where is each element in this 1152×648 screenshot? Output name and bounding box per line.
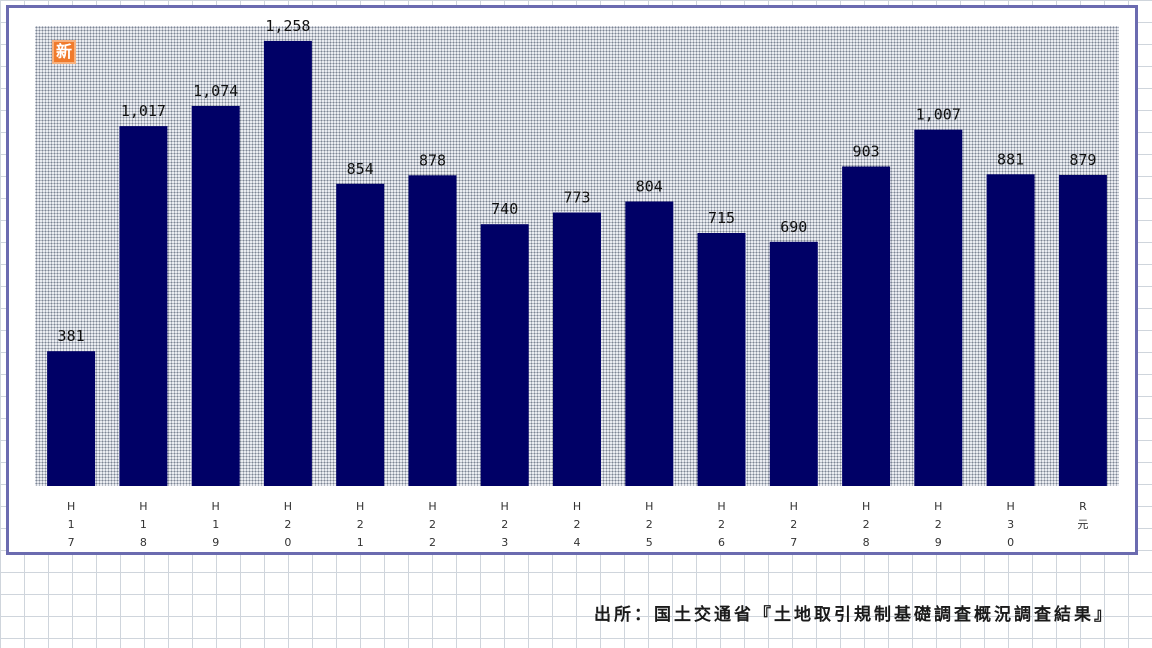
x-tick-label: 2	[574, 518, 581, 531]
x-tick-label: 5	[646, 536, 653, 549]
x-tick-label: H	[67, 500, 75, 513]
x-tick-label: 7	[68, 536, 75, 549]
bar-value-label: 1,007	[916, 106, 961, 124]
bar-value-label: 690	[780, 218, 807, 236]
bar	[191, 106, 240, 486]
x-tick-label: H	[790, 500, 798, 513]
x-tick-label: H	[573, 500, 581, 513]
x-tick-label: 2	[429, 536, 436, 549]
bar-value-label: 773	[563, 189, 590, 207]
bar	[47, 351, 96, 486]
x-tick-label: 6	[718, 536, 725, 549]
x-tick-label: 1	[140, 518, 147, 531]
bar-value-label: 854	[347, 160, 374, 178]
bar	[480, 224, 529, 486]
bar	[697, 233, 746, 486]
bar	[553, 212, 601, 486]
bar	[408, 175, 457, 487]
bar-value-label: 879	[1069, 151, 1096, 169]
x-tick-label: 7	[790, 536, 797, 549]
x-tick-label: H	[139, 500, 147, 513]
bar-value-label: 381	[58, 327, 85, 345]
new-badge: 新	[52, 40, 76, 64]
bar-value-label: 740	[491, 200, 518, 218]
bar-value-label: 1,074	[193, 82, 238, 100]
chart-frame: 新 381 1,017 1,074 1,258 854 878 740 773 804 715 69…	[6, 5, 1138, 555]
x-tick-label: H	[717, 500, 725, 513]
x-tick-label: 2	[935, 518, 942, 531]
x-tick-labels-group: H 1 7 H 1 8 H 1 9 H 2 0 H 2 1 H 2 2 H 2 3 H 2 4 H 2 5 H 2 6 H 2 7 H 2 8 H 2 9 H…	[67, 500, 1088, 549]
x-tick-label: 1	[357, 536, 364, 549]
x-tick-label: H	[356, 500, 364, 513]
x-tick-label: 3	[1007, 518, 1014, 531]
x-tick-label: R	[1079, 500, 1087, 513]
bar-value-label: 1,258	[265, 17, 310, 35]
x-tick-label: 2	[501, 518, 508, 531]
bar	[769, 241, 818, 486]
bar	[625, 201, 674, 486]
x-tick-label: H	[428, 500, 436, 513]
x-tick-label: 2	[284, 518, 291, 531]
x-tick-label: 2	[718, 518, 725, 531]
bar-value-label: 1,017	[121, 102, 166, 120]
bar	[336, 183, 385, 487]
x-tick-label: 元	[1077, 518, 1088, 531]
x-tick-label: H	[645, 500, 653, 513]
bar-value-label: 881	[997, 150, 1024, 168]
x-tick-label: 0	[284, 536, 291, 549]
bar	[263, 40, 312, 487]
bar	[914, 129, 963, 486]
x-tick-label: 1	[212, 518, 219, 531]
x-tick-label: 4	[574, 536, 581, 549]
x-tick-label: H	[934, 500, 942, 513]
bar-value-label: 804	[636, 178, 663, 196]
x-tick-label: 3	[501, 536, 508, 549]
value-labels-group: 381 1,017 1,074 1,258 854 878 740 773 804 715 690 9…	[58, 17, 1097, 345]
x-tick-label: 2	[429, 518, 436, 531]
x-tick-label: 2	[863, 518, 870, 531]
x-tick-label: 2	[357, 518, 364, 531]
bar	[119, 126, 168, 486]
x-tick-label: 0	[1007, 536, 1014, 549]
source-caption: 出所：国土交通省『土地取引規制基礎調査概況調査結果』	[594, 605, 1114, 625]
x-tick-label: 9	[212, 536, 219, 549]
x-tick-label: 2	[790, 518, 797, 531]
x-tick-label: 8	[140, 536, 147, 549]
x-tick-label: H	[501, 500, 509, 513]
bar	[842, 166, 891, 486]
bar	[986, 174, 1035, 487]
bars-group	[47, 40, 1107, 487]
x-tick-label: 2	[646, 518, 653, 531]
x-tick-label: H	[284, 500, 292, 513]
bar-value-label: 715	[708, 209, 735, 227]
bar-value-label: 903	[853, 143, 880, 161]
x-tick-label: 9	[935, 536, 942, 549]
x-tick-label: H	[212, 500, 220, 513]
bar	[1058, 175, 1107, 486]
x-tick-label: 1	[68, 518, 75, 531]
x-tick-label: H	[1006, 500, 1014, 513]
bar-value-label: 878	[419, 151, 446, 169]
x-tick-label: H	[862, 500, 870, 513]
x-tick-label: 8	[863, 536, 870, 549]
